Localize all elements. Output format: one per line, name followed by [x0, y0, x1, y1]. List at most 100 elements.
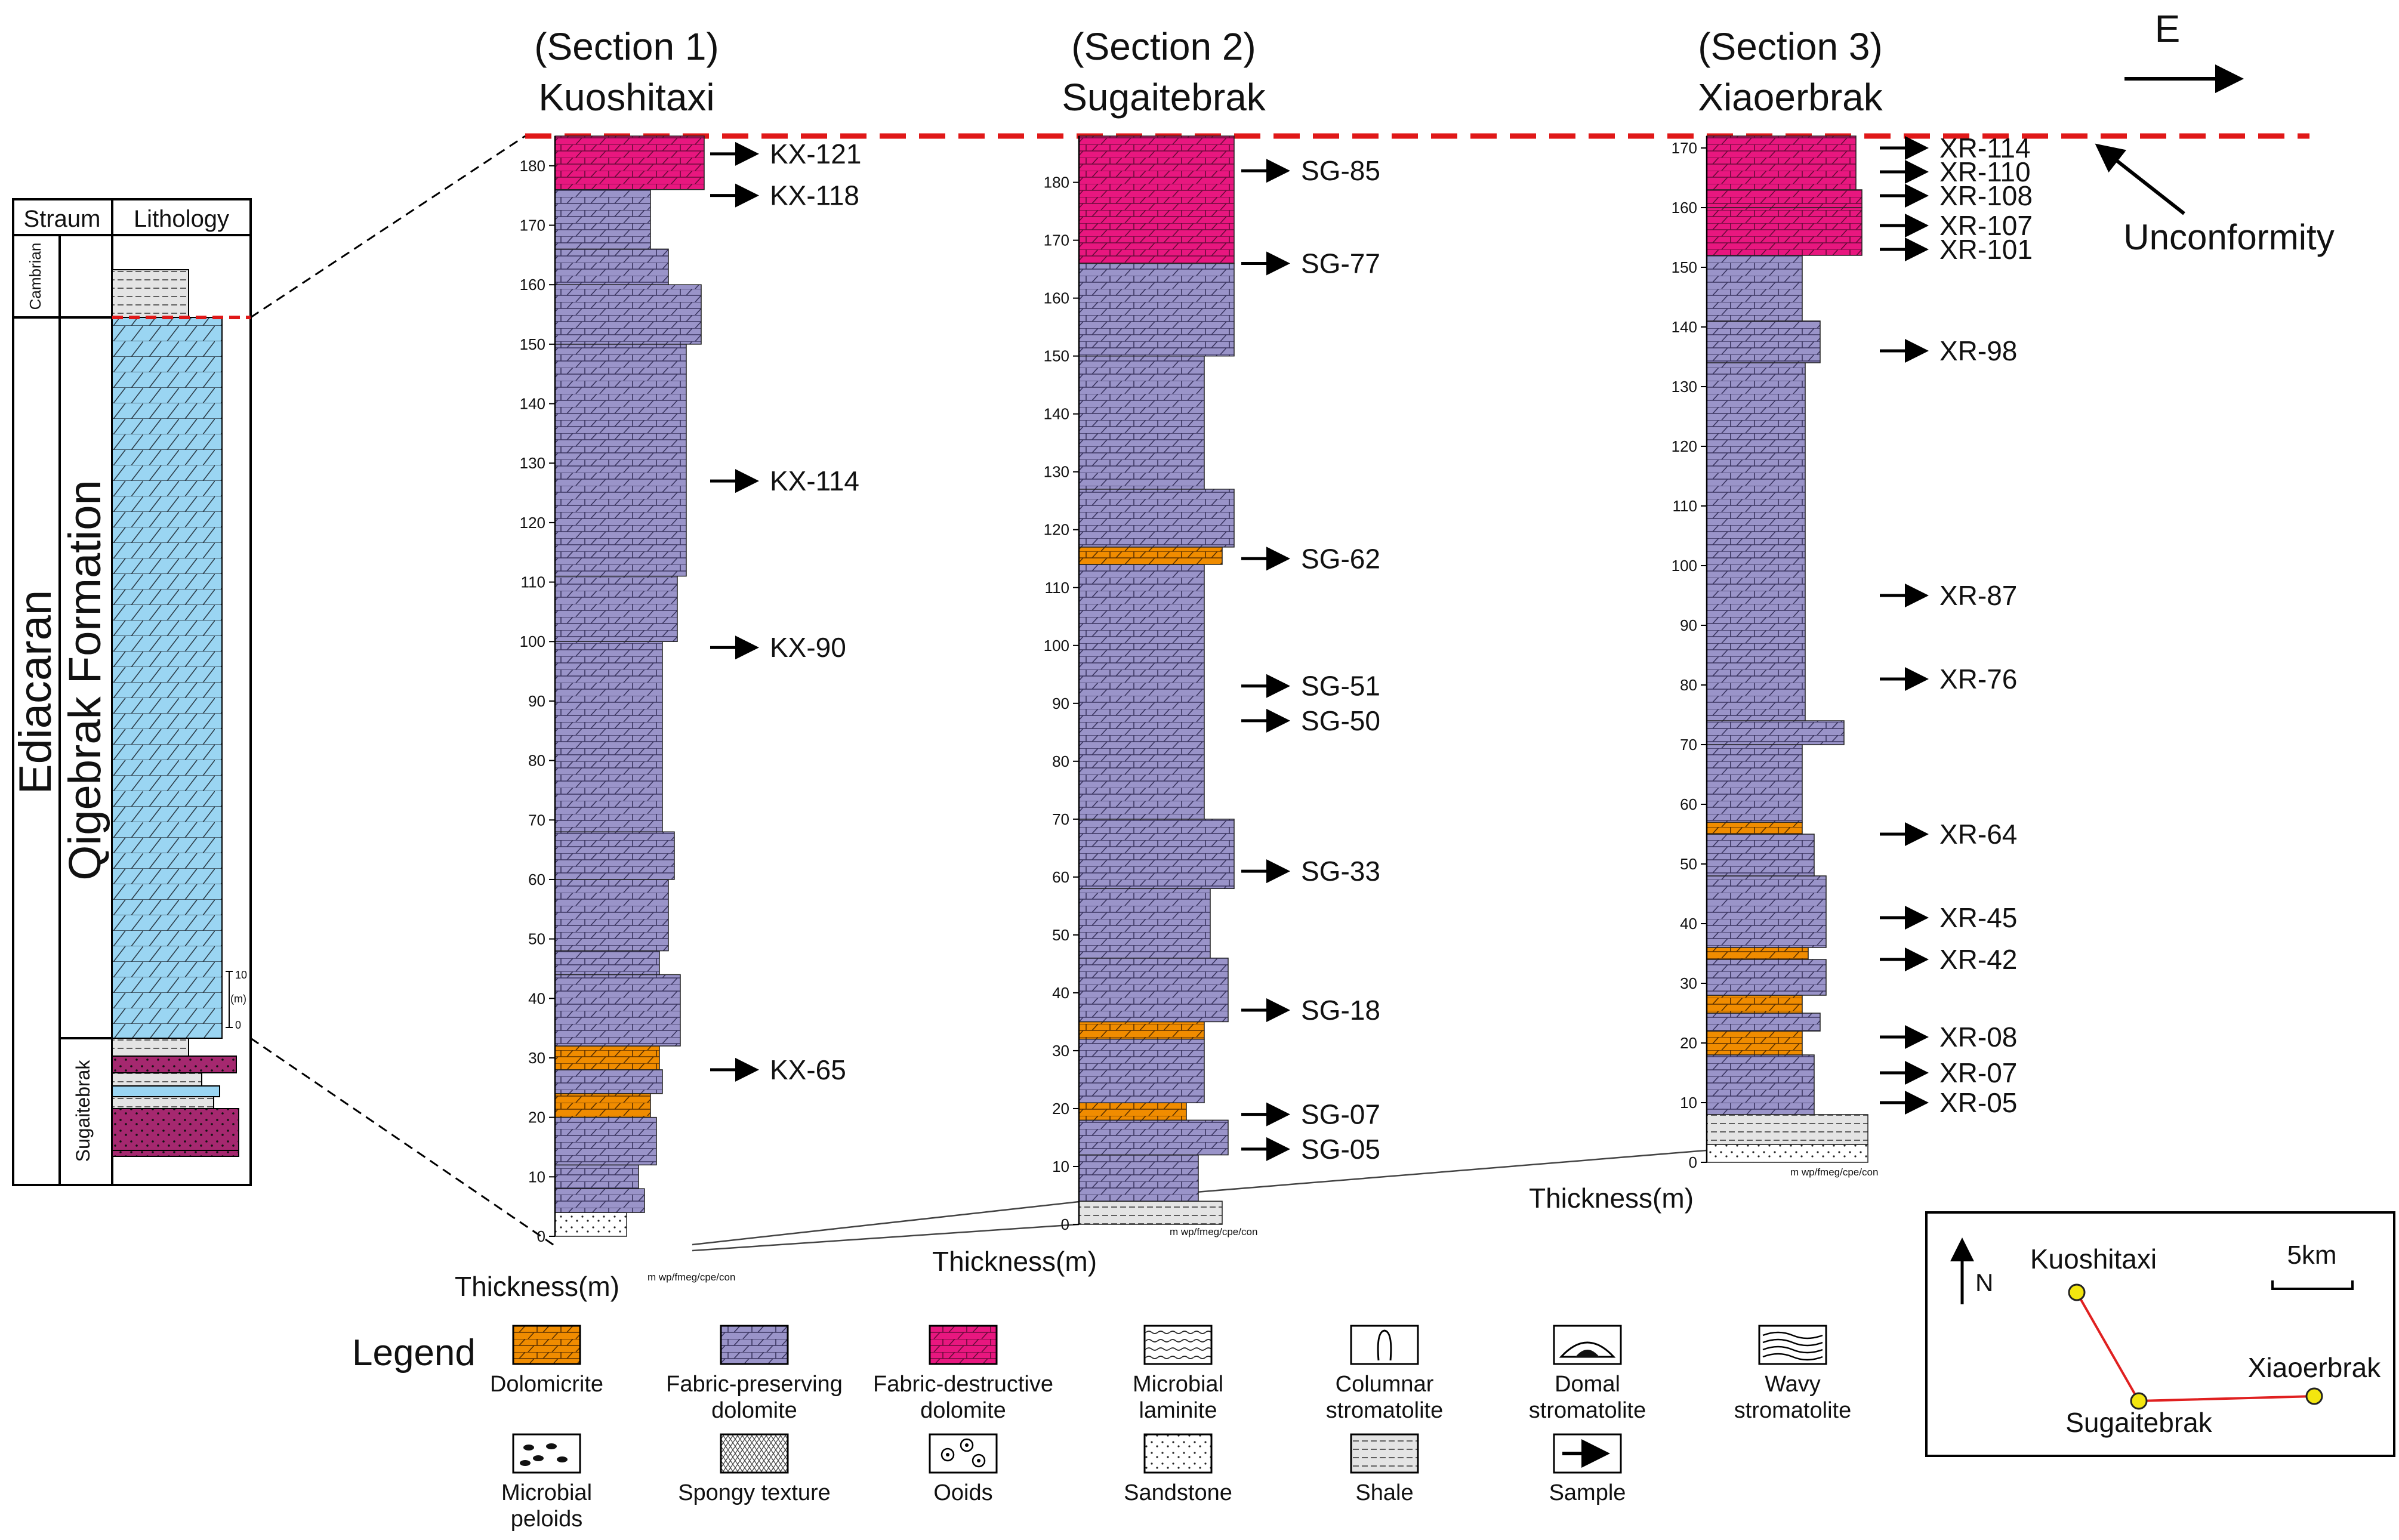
sample-label: XR-114 — [1939, 132, 2031, 163]
sample-label: XR-101 — [1939, 234, 2033, 265]
direction-indicator: E — [2124, 7, 2244, 93]
sample-label: XR-42 — [1939, 944, 2017, 975]
axis-tick-label: 150 — [1044, 347, 1069, 365]
column-icon — [1377, 1329, 1392, 1361]
bed-destr — [1706, 189, 1863, 208]
strat-column: Straum Lithology Cambrian Ediacaran Qige… — [10, 198, 252, 1186]
grain-size-scale: m wp/fmeg/cpe/con — [647, 1271, 735, 1283]
axis-tick-label: 0 — [537, 1227, 545, 1245]
unconformity-pointer-icon — [2095, 143, 2185, 215]
legend-label: Dolomicrite — [490, 1372, 603, 1397]
bed-dolo — [1078, 263, 1235, 357]
axis-tick-label: 10 — [528, 1168, 545, 1186]
wave-icon — [1762, 1331, 1823, 1340]
axis-tick-label: 20 — [528, 1109, 545, 1127]
sample-label: XR-87 — [1939, 580, 2017, 611]
legend-label: Shale — [1355, 1480, 1413, 1505]
sample-sg-62: SG-62 — [1241, 543, 1380, 574]
sample-xr-114: XR-114 — [1880, 132, 2031, 163]
legend: Legend Dolomicrite Fabric-preserving dolom… — [352, 1325, 1851, 1532]
site-marker-kuoshitaxi — [2068, 1283, 2086, 1301]
sample-label: XR-107 — [1939, 210, 2033, 241]
sample-xr-42: XR-42 — [1880, 944, 2017, 975]
axis-tick-label: 170 — [1044, 232, 1069, 249]
axis-tick-label: 50 — [1052, 926, 1069, 944]
ooid-core-icon — [946, 1453, 949, 1456]
axis-tick-label: 110 — [521, 573, 545, 591]
bed-dolo — [1706, 875, 1827, 948]
legend-swatch — [512, 1433, 581, 1474]
bed-dolo — [1706, 255, 1803, 322]
sample-label: XR-45 — [1939, 902, 2017, 933]
legend-item-sample: Sample — [1549, 1433, 1626, 1505]
legend-item-wavy-stromatolite: Wavy stromatolite — [1734, 1325, 1851, 1423]
bed-dolo — [554, 950, 660, 976]
sample-sg-33: SG-33 — [1241, 856, 1380, 887]
peloid-icon — [523, 1445, 534, 1450]
legend-label: Fabric-preserving dolomite — [666, 1372, 843, 1423]
sample-label: KX-90 — [770, 632, 846, 663]
axis-tick-label: 150 — [520, 335, 545, 353]
legend-swatch — [720, 1325, 789, 1365]
sample-label: KX-118 — [770, 180, 859, 211]
sample-xr-110: XR-110 — [1880, 156, 2031, 187]
base-correlation-1-2 — [692, 1200, 1080, 1246]
legend-label: Wavy stromatolite — [1734, 1372, 1851, 1423]
legend-swatch — [720, 1433, 789, 1474]
axis-tick-label: 10 — [1052, 1158, 1069, 1175]
wave-icon — [1762, 1338, 1823, 1347]
bed-destr — [554, 135, 705, 190]
legend-item-microbial-peloids: Microbial peloids — [501, 1433, 592, 1532]
sample-sg-85: SG-85 — [1241, 155, 1380, 186]
sample-label: XR-05 — [1939, 1087, 2017, 1118]
sugaitebrak-unit-label: Sugaitebrak — [72, 1060, 94, 1162]
section-heading: (Section 3) — [1698, 25, 1882, 68]
sample-xr-07: XR-07 — [1880, 1057, 2017, 1088]
bed-dolo — [554, 248, 669, 285]
grain-size-scale: m wp/fmeg/cpe/con — [1170, 1226, 1257, 1237]
axis-tick-label: 100 — [1672, 557, 1697, 575]
legend-item-domal-stromatolite: Domal stromatolite — [1529, 1325, 1646, 1423]
site-label-xiaoerbrak: Xiaoerbrak — [2248, 1352, 2381, 1383]
legend-swatch — [929, 1325, 998, 1365]
bed-dolo — [554, 1188, 645, 1213]
bed-sand — [554, 1212, 627, 1237]
axis-tick-label: 50 — [1680, 855, 1697, 873]
axis-tick-label: 170 — [520, 217, 545, 234]
axis-tick-label: 90 — [1052, 695, 1069, 712]
bed-dolo — [1706, 744, 1803, 823]
sample-label: XR-98 — [1939, 335, 2017, 366]
axis-tick-label: 130 — [1672, 378, 1697, 396]
peloid-icon — [557, 1456, 568, 1462]
ooid-icon — [941, 1448, 955, 1462]
strat-scale-bar: 10 (m) 0 — [226, 969, 247, 1031]
axis-tick-label: 10 — [1680, 1094, 1697, 1112]
legend-label: Columnar stromatolite — [1326, 1372, 1443, 1423]
bed-dolo — [554, 1164, 639, 1190]
legend-item-dolomicrite: Dolomicrite — [490, 1325, 603, 1397]
bed-dolo — [554, 344, 687, 577]
axis-tick-label: 40 — [528, 989, 545, 1007]
bed-dolo — [554, 1069, 663, 1094]
bed-dolo — [1078, 1119, 1229, 1156]
sample-xr-101: XR-101 — [1880, 234, 2033, 265]
wave-icon — [1762, 1345, 1823, 1354]
lithology-header: Lithology — [134, 206, 229, 232]
legend-label: Domal stromatolite — [1529, 1372, 1646, 1423]
site-label-sugaitebrak: Sugaitebrak — [2065, 1407, 2212, 1438]
sample-label: SG-51 — [1301, 671, 1380, 702]
axis-tick-label: 60 — [1680, 795, 1697, 813]
sample-label: SG-07 — [1301, 1099, 1380, 1130]
axis-tick-label: 60 — [1052, 868, 1069, 886]
bed-dolo — [554, 831, 675, 880]
bed-dolo — [1706, 720, 1845, 745]
axis-tick-label: 20 — [1680, 1034, 1697, 1052]
bed-dolo — [554, 284, 702, 345]
axis-tick-label: 0 — [1689, 1153, 1697, 1171]
sample-label: XR-110 — [1939, 156, 2031, 187]
north-label: N — [1975, 1269, 1993, 1297]
site-marker-xiaoerbrak — [2305, 1387, 2323, 1405]
sample-label: XR-108 — [1939, 180, 2033, 211]
axis-tick-label: 40 — [1680, 915, 1697, 933]
location-map-frame — [1925, 1211, 2395, 1457]
